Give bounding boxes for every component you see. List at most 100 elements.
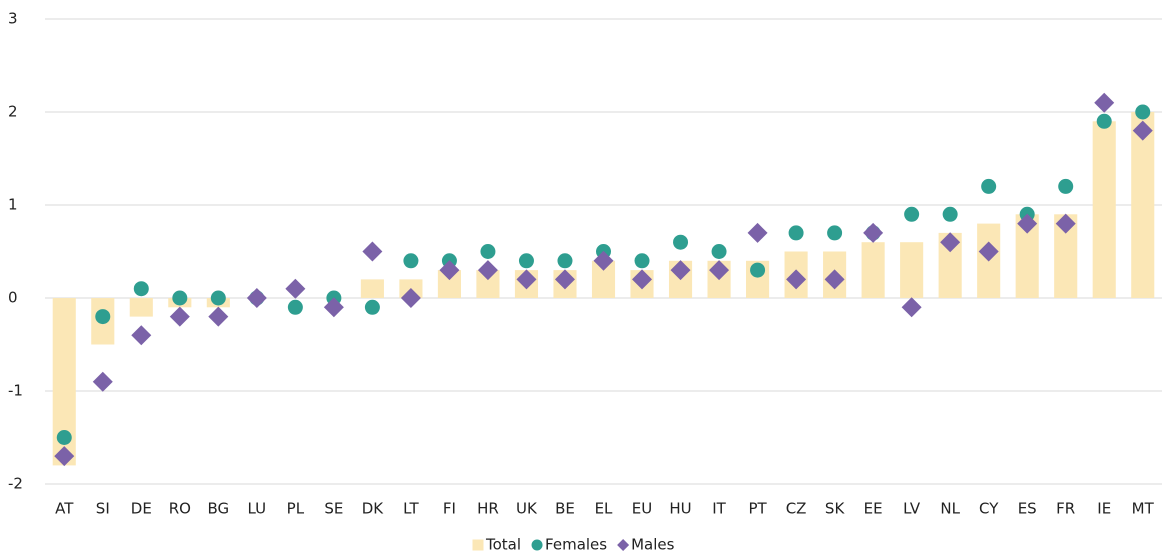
legend-label: Males — [631, 536, 675, 554]
x-tick-label: EE — [864, 500, 883, 518]
point — [208, 306, 229, 327]
x-tick-label: FR — [1056, 500, 1075, 518]
bar — [129, 298, 153, 317]
legend-marker — [472, 539, 484, 551]
x-tick-label: SK — [825, 500, 846, 518]
x-tick-label: AT — [55, 500, 74, 518]
y-tick-label: 2 — [8, 103, 18, 121]
point — [54, 446, 75, 467]
x-tick-label: NL — [940, 500, 960, 518]
point — [747, 222, 768, 243]
bar — [437, 270, 461, 298]
point — [516, 269, 537, 290]
point — [901, 297, 922, 318]
x-tick-label: IT — [712, 500, 726, 518]
point — [863, 222, 884, 243]
x-tick-label: BE — [555, 500, 575, 518]
point — [978, 241, 999, 262]
legend-marker — [617, 539, 630, 551]
point — [788, 225, 804, 241]
bar — [861, 242, 885, 298]
point — [1058, 178, 1074, 194]
point — [1055, 213, 1076, 234]
x-tick-label: DK — [362, 500, 385, 518]
point — [711, 244, 727, 259]
point — [593, 250, 614, 271]
point — [827, 225, 843, 241]
point — [95, 309, 111, 325]
y-tick-label: 3 — [8, 10, 18, 28]
point — [362, 241, 383, 262]
point — [403, 253, 419, 269]
point — [1096, 113, 1112, 129]
point — [557, 253, 573, 269]
x-tick-label: ES — [1018, 500, 1037, 518]
point — [1132, 120, 1153, 141]
x-tick-label: PL — [287, 500, 305, 518]
x-tick-label: LT — [403, 500, 419, 518]
x-tick-label: CY — [979, 500, 999, 518]
point — [786, 269, 807, 290]
point — [169, 306, 190, 327]
point — [477, 260, 498, 281]
bar — [1092, 121, 1116, 298]
bar — [1054, 214, 1078, 298]
point — [133, 281, 149, 297]
point — [323, 297, 344, 318]
point — [92, 371, 113, 392]
x-tick-label: UK — [516, 500, 538, 518]
x-tick-label: SI — [96, 500, 110, 518]
point — [56, 430, 72, 445]
x-tick-label: LV — [903, 500, 921, 518]
point — [364, 299, 380, 315]
point — [634, 253, 650, 269]
x-tick-label: SE — [324, 500, 343, 518]
x-tick-label: DE — [131, 500, 152, 518]
bar — [1131, 112, 1155, 298]
point — [131, 325, 152, 346]
point — [172, 290, 188, 306]
legend-label: Females — [545, 536, 607, 554]
x-tick-label: PT — [748, 500, 767, 518]
point — [904, 206, 920, 222]
bar — [52, 298, 76, 466]
point — [210, 290, 226, 306]
x-tick-label: EU — [632, 500, 652, 518]
point — [1094, 92, 1115, 113]
point — [285, 278, 306, 299]
point — [400, 288, 421, 308]
x-tick-label: LU — [248, 500, 267, 518]
x-tick-label: HR — [477, 500, 499, 518]
point — [518, 253, 534, 269]
point — [824, 269, 845, 290]
point — [287, 299, 303, 315]
y-tick-label: 0 — [8, 289, 18, 307]
point — [981, 178, 997, 194]
x-tick-label: MT — [1132, 500, 1155, 518]
point — [554, 269, 575, 290]
point — [1017, 213, 1038, 234]
x-tick-label: EL — [595, 500, 613, 518]
point — [673, 234, 689, 250]
point — [940, 232, 961, 253]
x-tick-label: HU — [669, 500, 691, 518]
point — [246, 288, 267, 308]
bar — [476, 270, 500, 298]
y-tick-label: -1 — [8, 382, 23, 400]
legend-marker — [531, 539, 543, 551]
x-tick-label: CZ — [786, 500, 807, 518]
bar — [360, 279, 384, 298]
x-tick-label: BG — [207, 500, 229, 518]
bar — [1015, 214, 1039, 298]
point — [480, 244, 496, 259]
point — [1135, 104, 1151, 120]
point — [750, 262, 766, 278]
legend-label: Total — [485, 536, 521, 554]
y-tick-label: 1 — [8, 196, 18, 214]
bar — [938, 232, 962, 298]
x-tick-label: FI — [443, 500, 456, 518]
y-tick-label: -2 — [8, 475, 23, 493]
point — [942, 206, 958, 222]
point — [632, 269, 653, 290]
